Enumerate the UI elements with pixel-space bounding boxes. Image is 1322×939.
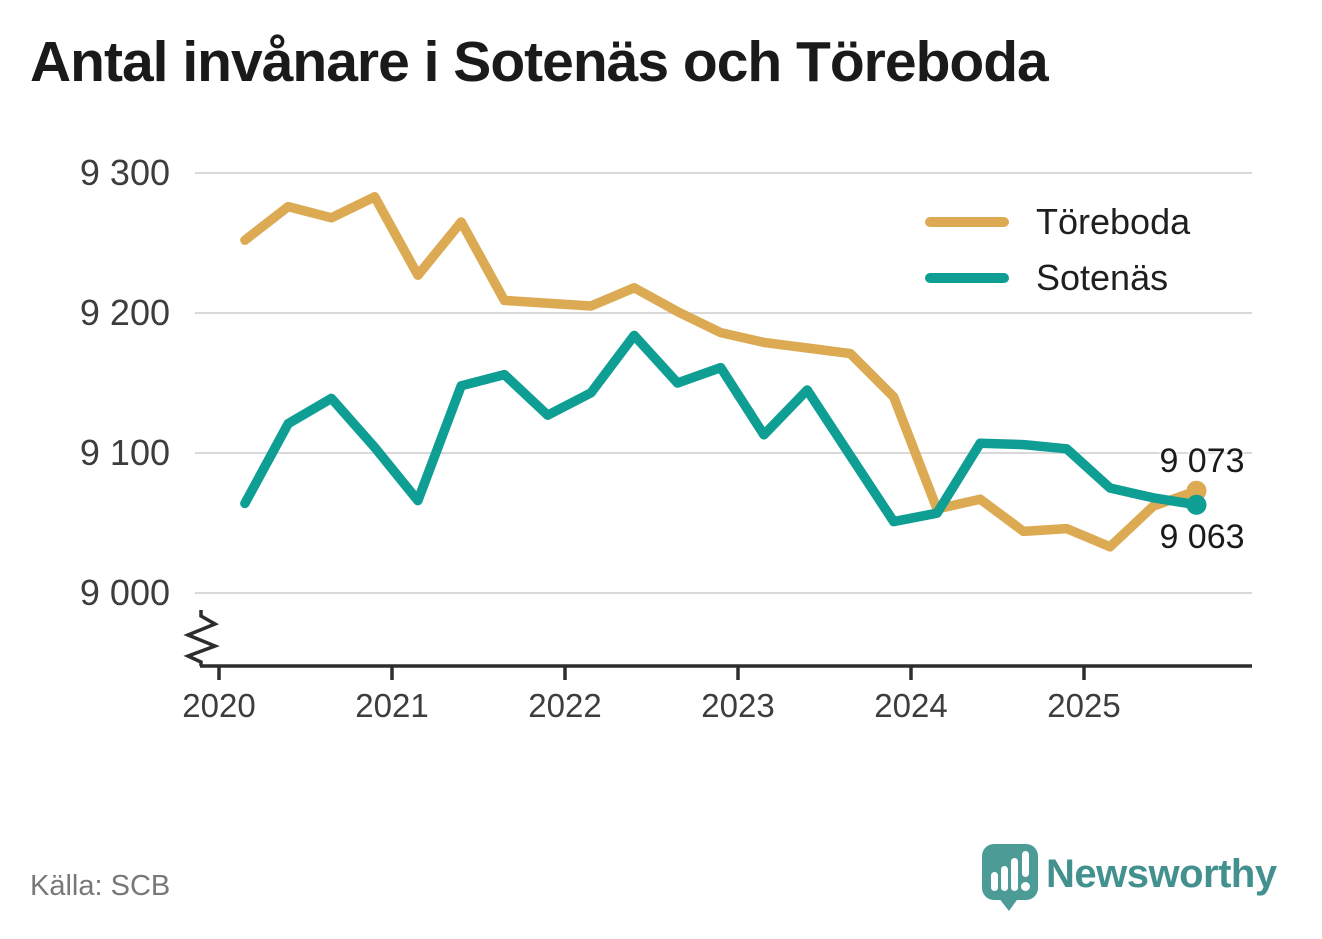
newsworthy-logo-icon: [982, 844, 1038, 911]
x-axis-tick-label: 2020: [182, 687, 256, 724]
end-value-label-sotenas: 9 063: [1159, 518, 1245, 556]
legend-label-toreboda: Töreboda: [1036, 201, 1191, 242]
source-text: Källa: SCB: [30, 870, 171, 902]
legend-swatch-sotenas: [925, 273, 1009, 283]
legend-swatch-toreboda: [925, 217, 1009, 227]
y-axis-tick-label: 9 300: [79, 152, 170, 193]
x-axis-tick-label: 2021: [355, 687, 429, 724]
legend-item-toreboda: Töreboda: [925, 204, 1190, 240]
end-dot-toreboda: [1186, 480, 1207, 501]
y-axis-tick-label: 9 100: [79, 432, 170, 473]
end-dot-sotenas: [1186, 494, 1207, 515]
line-sotenas: [240, 330, 1202, 527]
newsworthy-logo-text: Newsworthy: [1046, 852, 1277, 896]
legend-label-sotenas: Sotenäs: [1036, 257, 1169, 298]
y-axis-tick-label: 9 000: [79, 572, 170, 613]
line-toreboda: [240, 192, 1202, 552]
x-axis-tick-label: 2025: [1047, 687, 1121, 724]
chart-title: Antal invånare i Sotenäs och Töreboda: [30, 30, 1049, 94]
legend: Töreboda Sotenäs: [903, 178, 1250, 310]
x-axis-tick-label: 2024: [874, 687, 948, 724]
x-axis-tick-label: 2023: [701, 687, 775, 724]
legend-item-sotenas: Sotenäs: [925, 260, 1168, 296]
x-axis-tick-label: 2022: [528, 687, 602, 724]
y-axis-tick-label: 9 200: [79, 292, 170, 333]
y-axis-break-icon: [183, 610, 220, 666]
end-value-label-toreboda: 9 073: [1159, 442, 1245, 480]
newsworthy-logo: Newsworthy: [982, 842, 1302, 912]
